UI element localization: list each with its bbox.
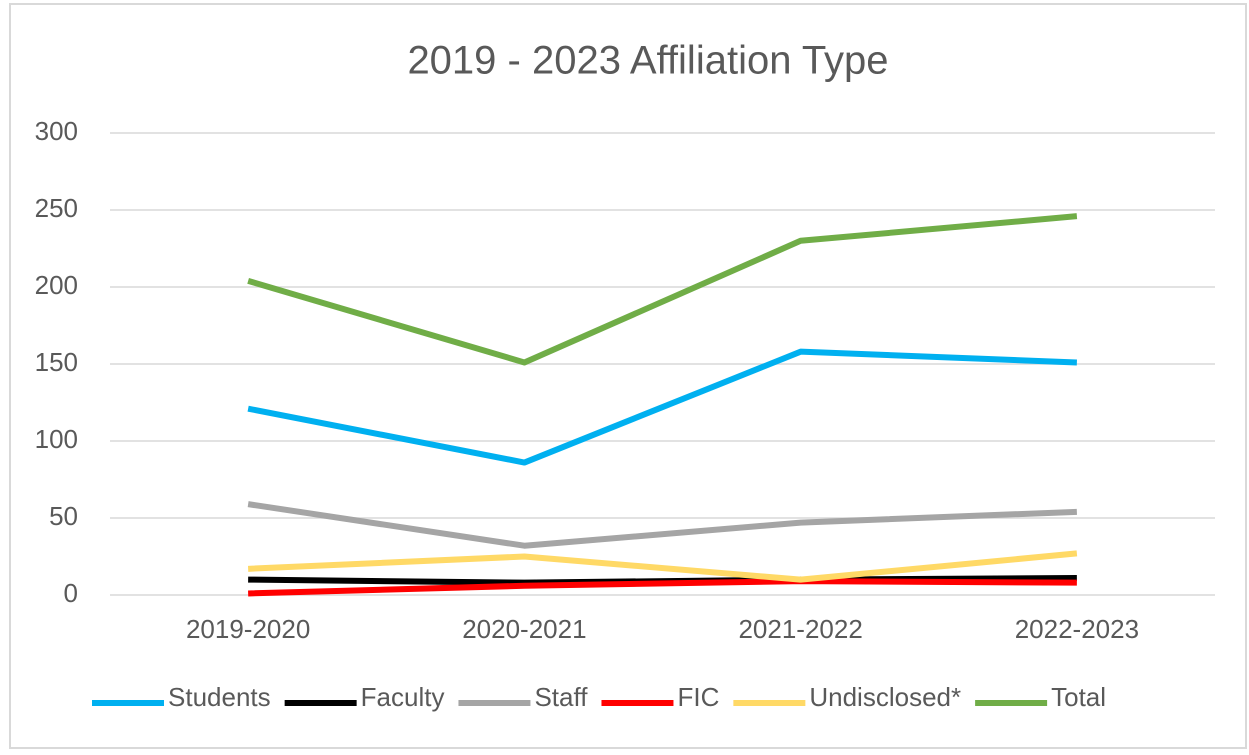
chart-border [9,3,1247,749]
legend-label: Total [1051,682,1106,712]
legend-label: Faculty [361,682,445,712]
x-tick-label: 2021-2022 [738,614,862,644]
y-tick-label: 250 [35,193,78,223]
x-tick-label: 2020-2021 [462,614,586,644]
y-tick-label: 300 [35,116,78,146]
chart-title: 2019 - 2023 Affiliation Type [407,39,888,83]
x-tick-label: 2019-2020 [186,614,310,644]
series-line [247,501,1077,549]
y-tick-label: 0 [64,578,78,608]
legend-label: FIC [677,682,719,712]
series-line [247,213,1078,366]
series-line [247,348,1077,466]
y-tick-label: 150 [35,347,78,377]
legend-label: Students [168,682,271,712]
legend-label: Undisclosed* [809,682,961,712]
y-tick-label: 200 [35,270,78,300]
legend-label: Staff [534,682,588,712]
y-tick-label: 100 [35,424,78,454]
series-line [247,550,1078,583]
x-tick-label: 2022-2023 [1015,614,1139,644]
y-tick-label: 50 [49,501,78,531]
series-line [248,578,1077,597]
